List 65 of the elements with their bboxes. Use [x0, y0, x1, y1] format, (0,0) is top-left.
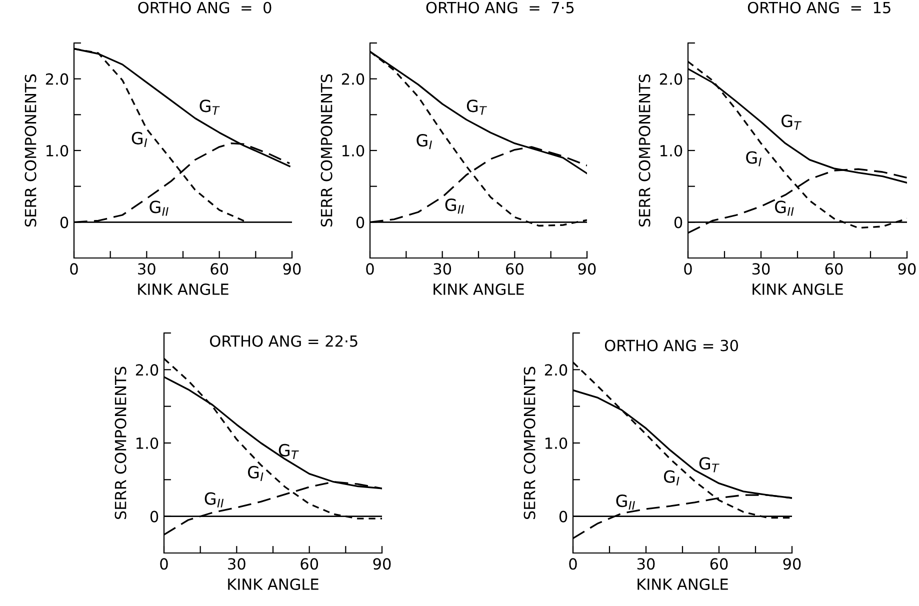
- y-tick-label: 2.0: [46, 73, 68, 85]
- y-tick-label: 0: [559, 510, 568, 522]
- y-tick-label: 1.0: [46, 144, 68, 157]
- x-axis-title: KINK ANGLE: [228, 578, 318, 590]
- y-tick-label: 1.0: [546, 437, 568, 450]
- y-tick-label: 0: [60, 216, 68, 228]
- y-tick-label: 2.0: [342, 73, 364, 85]
- chart-title: ORTHO ANG = 22·5: [210, 335, 358, 347]
- x-tick-label: 90: [373, 558, 391, 570]
- series-label: G$_{I}$: [248, 466, 264, 482]
- y-axis-title: SERR COMPONENTS: [638, 74, 650, 227]
- x-tick-label: 0: [569, 558, 577, 570]
- y-axis-title: SERR COMPONENTS: [114, 366, 126, 520]
- y-axis-title: SERR COMPONENTS: [524, 366, 536, 520]
- x-axis-title: KINK ANGLE: [638, 578, 728, 590]
- y-tick-label: 1.0: [342, 144, 364, 157]
- y-tick-label: 1.0: [660, 144, 682, 157]
- chart-title: ORTHO ANG = 7·5: [426, 2, 574, 14]
- x-tick-label: 0: [366, 263, 374, 275]
- series-label: G$_{T}$: [466, 100, 487, 115]
- x-tick-label: 0: [684, 263, 692, 275]
- y-axis-title: SERR COMPONENTS: [24, 74, 36, 227]
- x-tick-label: 60: [210, 263, 228, 275]
- chart-title: ORTHO ANG = 15: [748, 2, 890, 14]
- x-tick-label: 30: [228, 558, 246, 570]
- series-label: G$_{T}$: [200, 100, 220, 115]
- x-tick-label: 0: [160, 558, 168, 570]
- x-axis-title: KINK ANGLE: [434, 283, 524, 296]
- chart-title: ORTHO ANG = 0: [138, 2, 272, 14]
- chart-title: ORTHO ANG = 30: [604, 340, 738, 352]
- x-tick-label: 90: [578, 263, 596, 275]
- series-label: G$_{T}$: [699, 457, 720, 472]
- x-tick-label: 30: [138, 263, 156, 275]
- series-label: G$_{II}$: [204, 492, 224, 508]
- x-axis-title: KINK ANGLE: [138, 283, 228, 296]
- y-tick-label: 2.0: [136, 364, 158, 376]
- y-tick-label: 0: [150, 510, 158, 522]
- series-label: G$_{I}$: [746, 151, 762, 166]
- series-label: G$_{I}$: [132, 132, 148, 147]
- x-tick-label: 90: [783, 558, 801, 570]
- series-label: G$_{II}$: [445, 198, 464, 214]
- x-tick-label: 60: [506, 263, 524, 275]
- x-tick-label: 90: [283, 263, 301, 275]
- x-tick-label: 30: [434, 263, 452, 275]
- series-label: G$_{I}$: [664, 470, 680, 486]
- y-tick-label: 2.0: [544, 364, 568, 376]
- x-axis-title: KINK ANGLE: [752, 283, 843, 296]
- x-tick-label: 90: [898, 263, 916, 275]
- x-tick-label: 60: [825, 263, 843, 275]
- series-label: G$_{II}$: [150, 200, 168, 216]
- series-label: G$_{I}$: [416, 134, 432, 150]
- x-tick-label: 30: [637, 558, 655, 570]
- series-label: G$_{II}$: [775, 200, 794, 216]
- y-tick-label: 2.0: [660, 73, 682, 85]
- y-tick-label: 0: [674, 216, 682, 228]
- x-tick-label: 0: [70, 263, 78, 275]
- series-label: G$_{T}$: [782, 114, 802, 130]
- y-axis-title: SERR COMPONENTS: [320, 74, 332, 227]
- x-tick-label: 60: [710, 558, 728, 570]
- x-tick-label: 30: [752, 263, 770, 275]
- series-label: G$_{T}$: [278, 444, 299, 460]
- y-tick-label: 0: [356, 216, 364, 228]
- y-tick-label: 1.0: [136, 437, 158, 450]
- series-label: G$_{II}$: [616, 494, 635, 510]
- x-tick-label: 60: [300, 558, 318, 570]
